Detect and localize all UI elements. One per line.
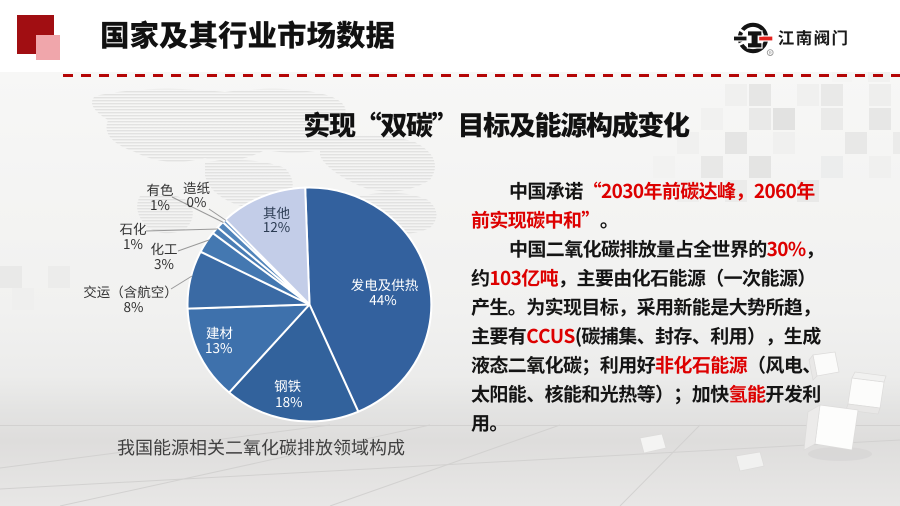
svg-text:13%: 13%: [205, 337, 232, 357]
svg-text:44%: 44%: [369, 289, 396, 309]
svg-text:0%: 0%: [187, 191, 207, 211]
svg-text:18%: 18%: [275, 391, 302, 411]
svg-text:有色: 有色: [147, 179, 174, 199]
svg-text:3%: 3%: [154, 253, 174, 273]
svg-text:发电及供热: 发电及供热: [351, 274, 419, 294]
svg-text:石化: 石化: [120, 218, 147, 238]
svg-text:1%: 1%: [123, 233, 143, 253]
svg-text:江南阀门: 江南阀门: [778, 25, 850, 49]
svg-text:R: R: [769, 50, 772, 55]
svg-text:1%: 1%: [150, 194, 170, 214]
svg-text:化工: 化工: [151, 238, 178, 258]
svg-text:8%: 8%: [124, 296, 144, 316]
svg-text:造纸: 造纸: [183, 177, 210, 197]
svg-text:12%: 12%: [263, 216, 290, 236]
svg-text:钢铁: 钢铁: [274, 375, 301, 395]
svg-text:其他: 其他: [263, 202, 290, 222]
svg-text:建材: 建材: [206, 322, 233, 342]
svg-text:交运（含航空）: 交运（含航空）: [83, 281, 178, 301]
